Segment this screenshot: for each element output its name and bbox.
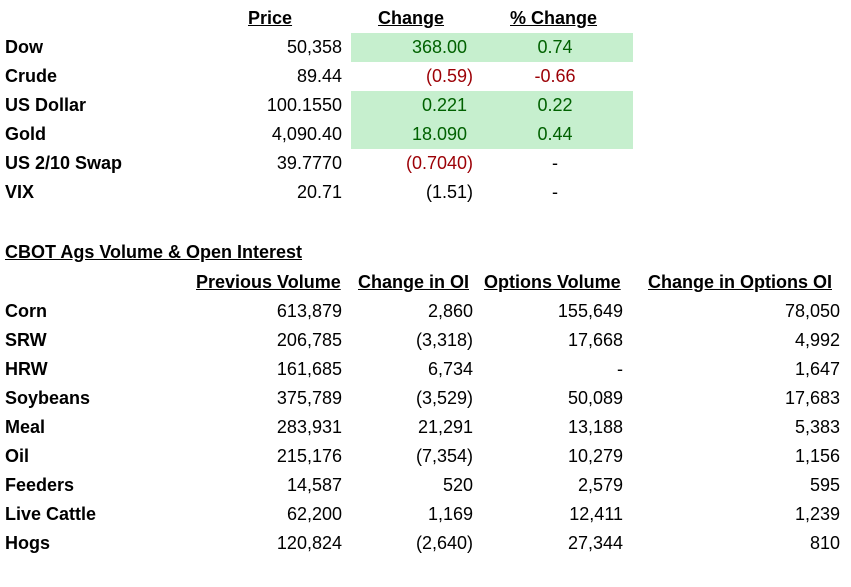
price-dow: 50,358	[286, 37, 342, 57]
header-price: Price	[248, 8, 293, 28]
change-dow: 368.00	[411, 37, 467, 57]
change-vix: (1.51)	[425, 182, 473, 202]
header-change-in-options-oi: Change in Options OI	[648, 272, 832, 292]
row-label-crude: Crude	[5, 66, 58, 86]
price-us-2-10-swap: 39.7770	[276, 153, 342, 173]
cbot-previous-volume: 215,176	[276, 446, 342, 466]
cbot-previous-volume: 14,587	[286, 475, 342, 495]
pct-dow: 0.74	[537, 37, 573, 57]
cbot-row-label: HRW	[5, 359, 48, 379]
cbot-options-volume: 17,668	[567, 330, 623, 350]
row-label-us-2-10-swap: US 2/10 Swap	[5, 153, 123, 173]
cbot-options-volume: 50,089	[567, 388, 623, 408]
cbot-previous-volume: 283,931	[276, 417, 342, 437]
cbot-previous-volume: 161,685	[276, 359, 342, 379]
cbot-options-volume: 10,279	[567, 446, 623, 466]
header-pct-change: % Change	[510, 8, 598, 28]
row-label-vix: VIX	[5, 182, 35, 202]
pct-us-2-10-swap: -	[552, 153, 558, 173]
cbot-row-label: Soybeans	[5, 388, 91, 408]
cbot-previous-volume: 613,879	[276, 301, 342, 321]
cbot-options-volume: 27,344	[567, 533, 623, 553]
cbot-row-label: SRW	[5, 330, 47, 350]
pct-us-dollar: 0.22	[537, 95, 573, 115]
cbot-options-volume: 2,579	[577, 475, 623, 495]
header-previous-volume: Previous Volume	[196, 272, 341, 292]
cbot-change-in-oi: (7,354)	[415, 446, 473, 466]
positive-highlight	[351, 91, 633, 149]
cbot-options-volume: 13,188	[567, 417, 623, 437]
price-vix: 20.71	[296, 182, 342, 202]
cbot-change-in-options-oi: 1,647	[794, 359, 840, 379]
cbot-change-in-options-oi: 4,992	[794, 330, 840, 350]
cbot-previous-volume: 206,785	[276, 330, 342, 350]
cbot-row-label: Hogs	[5, 533, 50, 553]
header-change: Change	[378, 8, 445, 28]
cbot-change-in-options-oi: 1,239	[794, 504, 840, 524]
cbot-previous-volume: 62,200	[286, 504, 342, 524]
cbot-options-volume: 12,411	[569, 504, 623, 524]
row-label-dow: Dow	[5, 37, 43, 57]
cbot-change-in-options-oi: 78,050	[784, 301, 840, 321]
header-change-in-oi: Change in OI	[358, 272, 470, 292]
cbot-options-volume: 155,649	[557, 301, 623, 321]
cbot-row-label: Corn	[5, 301, 47, 321]
cbot-change-in-oi: (2,640)	[415, 533, 473, 553]
cbot-previous-volume: 375,789	[276, 388, 342, 408]
cbot-change-in-oi: 1,169	[427, 504, 473, 524]
pct-vix: -	[552, 182, 558, 202]
cbot-change-in-oi: 21,291	[417, 417, 473, 437]
cbot-change-in-oi: 6,734	[427, 359, 473, 379]
price-crude: 89.44	[296, 66, 342, 86]
cbot-change-in-options-oi: 595	[809, 475, 840, 495]
change-gold: 18.090	[411, 124, 467, 144]
change-us-dollar: 0.221	[421, 95, 467, 115]
row-label-us-dollar: US Dollar	[5, 95, 87, 115]
row-label-gold: Gold	[5, 124, 46, 144]
cbot-change-in-options-oi: 17,683	[784, 388, 840, 408]
cbot-section-title: CBOT Ags Volume & Open Interest	[5, 242, 303, 262]
price-gold: 4,090.40	[271, 124, 342, 144]
cbot-change-in-oi: 2,860	[427, 301, 473, 321]
cbot-change-in-options-oi: 5,383	[794, 417, 840, 437]
cbot-row-label: Meal	[5, 417, 46, 437]
cbot-change-in-options-oi: 1,156	[794, 446, 840, 466]
header-options-volume: Options Volume	[484, 272, 621, 292]
cbot-row-label: Live Cattle	[5, 504, 97, 524]
cbot-change-in-oi: 520	[442, 475, 473, 495]
cbot-row-label: Oil	[5, 446, 30, 466]
cbot-previous-volume: 120,824	[276, 533, 342, 553]
change-us-2-10-swap: (0.7040)	[405, 153, 473, 173]
pct-gold: 0.44	[537, 124, 573, 144]
price-us-dollar: 100.1550	[266, 95, 342, 115]
pct-crude: -0.66	[534, 66, 576, 86]
cbot-row-label: Feeders	[5, 475, 75, 495]
change-crude: (0.59)	[425, 66, 473, 86]
cbot-options-volume: -	[617, 359, 623, 379]
cbot-change-in-oi: (3,529)	[415, 388, 473, 408]
cbot-change-in-oi: (3,318)	[415, 330, 473, 350]
positive-highlight	[351, 33, 633, 62]
cbot-change-in-options-oi: 810	[809, 533, 840, 553]
